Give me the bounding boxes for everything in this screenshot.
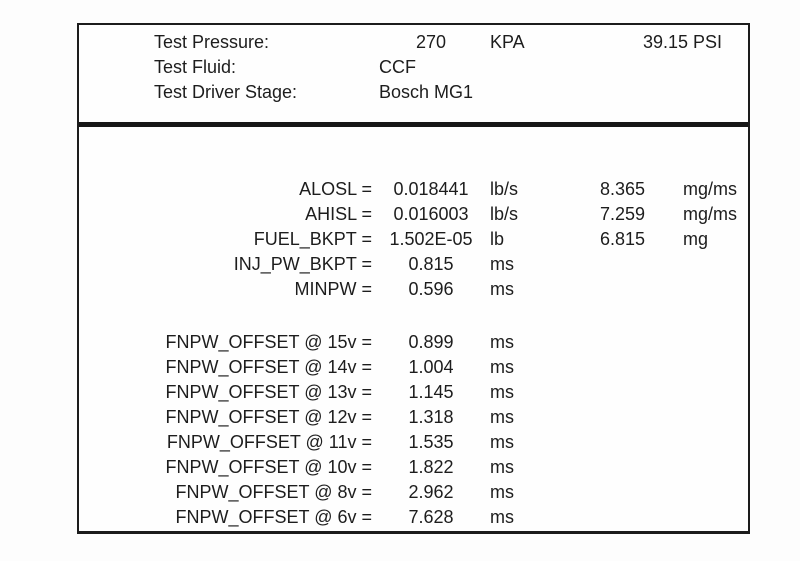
header-value: Bosch MG1 <box>379 82 474 102</box>
parameter-metric-unit: mg/ms <box>683 204 737 224</box>
parameter-label: INJ_PW_BKPT = <box>233 254 372 274</box>
offset-value: 1.535 <box>408 432 454 452</box>
offset-row: FNPW_OFFSET @ 13v = 1.145 ms <box>79 380 748 405</box>
parameter-unit: ms <box>490 254 514 274</box>
header-unit <box>490 80 580 105</box>
offset-value: 1.822 <box>408 457 454 477</box>
offset-label: FNPW_OFFSET @ 12v = <box>165 407 372 427</box>
parameter-value: 0.815 <box>408 254 454 274</box>
offset-label: FNPW_OFFSET @ 8v = <box>175 482 372 502</box>
offset-label: FNPW_OFFSET @ 13v = <box>165 382 372 402</box>
offset-value: 1.318 <box>408 407 454 427</box>
offset-row: FNPW_OFFSET @ 8v = 2.962 ms <box>79 480 748 505</box>
offset-value: 1.145 <box>408 382 454 402</box>
offset-row: FNPW_OFFSET @ 12v = 1.318 ms <box>79 405 748 430</box>
parameter-unit: ms <box>490 279 514 299</box>
offset-label: FNPW_OFFSET @ 10v = <box>165 457 372 477</box>
slope-breakpoint-group: ALOSL = 0.018441 lb/s 8.365 mg/ms AHISL … <box>79 177 748 302</box>
offset-unit: ms <box>490 507 514 527</box>
offset-value: 2.962 <box>408 482 454 502</box>
parameter-metric-unit: mg <box>683 229 709 249</box>
parameter-metric-value <box>580 252 665 277</box>
offset-label: FNPW_OFFSET @ 15v = <box>165 332 372 352</box>
header-label: Test Fluid: <box>154 57 237 77</box>
parameter-metric-value: 6.815 <box>599 229 646 249</box>
parameters-section: ALOSL = 0.018441 lb/s 8.365 mg/ms AHISL … <box>79 177 748 530</box>
offset-unit: ms <box>490 432 514 452</box>
offset-unit: ms <box>490 457 514 477</box>
parameter-row: MINPW = 0.596 ms <box>79 277 748 302</box>
parameter-value: 0.018441 <box>393 179 469 199</box>
offset-row: FNPW_OFFSET @ 15v = 0.899 ms <box>79 330 748 355</box>
header-value: CCF <box>379 57 416 77</box>
header-label: Test Driver Stage: <box>154 82 298 102</box>
offset-label: FNPW_OFFSET @ 11v = <box>166 432 372 452</box>
section-divider <box>79 122 748 127</box>
header-extra-value <box>580 80 748 105</box>
parameter-metric-value: 7.259 <box>599 204 646 224</box>
parameter-label: ALOSL = <box>299 179 372 199</box>
offset-unit: ms <box>490 382 514 402</box>
header-extra-value <box>580 55 748 80</box>
offset-label: FNPW_OFFSET @ 14v = <box>165 357 372 377</box>
offset-row: FNPW_OFFSET @ 14v = 1.004 ms <box>79 355 748 380</box>
parameter-label: AHISL = <box>305 204 372 224</box>
offset-value: 1.004 <box>408 357 454 377</box>
parameter-metric-unit <box>665 252 748 277</box>
offset-row: FNPW_OFFSET @ 6v = 7.628 ms <box>79 505 748 530</box>
header-value: 270 <box>415 32 447 52</box>
offset-label: FNPW_OFFSET @ 6v = <box>175 507 372 527</box>
header-extra-value: 39.15 PSI <box>642 32 722 52</box>
header-label: Test Pressure: <box>154 32 270 52</box>
fnpw-offset-group: FNPW_OFFSET @ 15v = 0.899 ms FNPW_OFFSET… <box>79 330 748 530</box>
parameter-label: MINPW = <box>294 279 372 299</box>
parameter-metric-unit <box>665 277 748 302</box>
offset-unit: ms <box>490 357 514 377</box>
header-section: Test Pressure: 270 KPA 39.15 PSI Test Fl… <box>79 25 748 105</box>
parameter-unit: lb/s <box>490 179 519 199</box>
offset-unit: ms <box>490 482 514 502</box>
header-row: Test Driver Stage: Bosch MG1 <box>79 80 748 105</box>
offset-value: 0.899 <box>408 332 454 352</box>
parameter-metric-value: 8.365 <box>599 179 646 199</box>
offset-unit: ms <box>490 407 514 427</box>
parameter-value: 0.016003 <box>393 204 469 224</box>
offset-unit: ms <box>490 332 514 352</box>
parameter-row: FUEL_BKPT = 1.502E-05 lb 6.815 mg <box>79 227 748 252</box>
report-frame: Test Pressure: 270 KPA 39.15 PSI Test Fl… <box>77 23 750 534</box>
offset-value: 7.628 <box>408 507 454 527</box>
parameter-unit: lb <box>490 229 505 249</box>
header-unit: KPA <box>490 32 525 52</box>
parameter-unit: lb/s <box>490 204 519 224</box>
header-row: Test Fluid: CCF <box>79 55 748 80</box>
parameter-row: AHISL = 0.016003 lb/s 7.259 mg/ms <box>79 202 748 227</box>
parameter-metric-unit: mg/ms <box>683 179 737 199</box>
offset-row: FNPW_OFFSET @ 10v = 1.822 ms <box>79 455 748 480</box>
offset-row: FNPW_OFFSET @ 11v = 1.535 ms <box>79 430 748 455</box>
parameter-row: ALOSL = 0.018441 lb/s 8.365 mg/ms <box>79 177 748 202</box>
parameter-label: FUEL_BKPT = <box>253 229 372 249</box>
parameter-metric-value <box>580 277 665 302</box>
header-unit <box>490 55 580 80</box>
header-row: Test Pressure: 270 KPA 39.15 PSI <box>79 30 748 55</box>
parameter-value: 0.596 <box>408 279 454 299</box>
parameter-value: 1.502E-05 <box>389 229 473 249</box>
parameter-row: INJ_PW_BKPT = 0.815 ms <box>79 252 748 277</box>
